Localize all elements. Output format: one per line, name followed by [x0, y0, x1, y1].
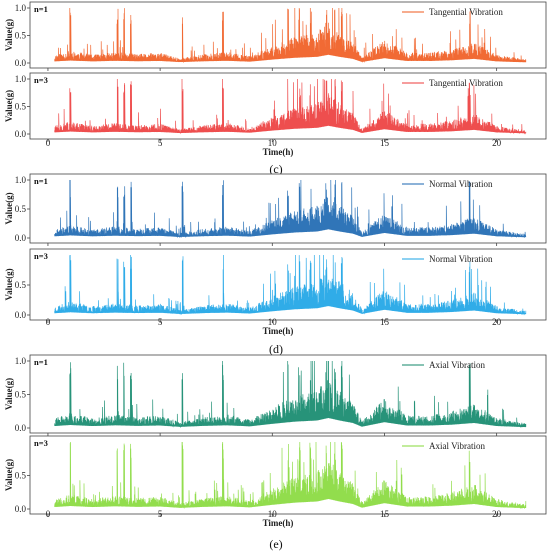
x-tick-label: 5	[158, 317, 163, 327]
legend-label: Normal Vibration	[429, 179, 493, 189]
n-label: n=3	[34, 75, 48, 85]
x-axis-label: Time(h)	[263, 326, 294, 336]
y-axis-label: Value(g)	[4, 459, 14, 491]
y-axis-label: Value(g)	[4, 90, 14, 122]
y-tick-label: 0.0	[15, 504, 27, 514]
x-tick-label: 10	[268, 138, 278, 148]
y-tick-label: 1.0	[15, 356, 27, 366]
x-axis-label: Time(h)	[263, 518, 294, 528]
y-tick-label: 0.5	[15, 31, 27, 41]
y-axis-label: Value(g)	[4, 378, 14, 410]
y-tick-label: 0.5	[15, 471, 27, 481]
y-tick-label: 0.0	[15, 310, 27, 320]
x-tick-label: 15	[380, 138, 390, 148]
x-tick-label: 15	[380, 509, 390, 519]
n-label: n=1	[34, 4, 48, 14]
x-tick-label: 0	[46, 317, 51, 327]
vibration-series-line	[54, 441, 527, 510]
vibration-series-line	[54, 7, 527, 64]
y-axis-label: Value(g)	[4, 268, 14, 300]
legend-label: Tangential Vibration	[429, 7, 503, 17]
y-axis-label: Value(g)	[4, 19, 14, 51]
x-tick-label: 0	[46, 509, 51, 519]
y-tick-label: 0.5	[15, 204, 27, 214]
panel-caption: (c)	[269, 162, 282, 176]
subplot-2-0: 0.0 0.5 1.0 Value(g) n=1 Axial Vibration	[4, 354, 547, 436]
x-tick-label: 15	[380, 317, 390, 327]
vibration-series-line	[54, 78, 527, 135]
legend-label: Normal Vibration	[429, 254, 493, 264]
y-axis-label: Value(g)	[4, 192, 14, 224]
x-tick-label: 5	[158, 138, 163, 148]
y-tick-label: 1.0	[15, 3, 27, 13]
y-tick-label: 0.0	[15, 423, 27, 433]
y-tick-label: 0.5	[15, 390, 27, 400]
legend-label: Axial Vibration	[429, 441, 486, 451]
y-tick-label: 0.0	[15, 129, 27, 139]
y-tick-label: 1.0	[15, 74, 27, 84]
n-label: n=1	[34, 176, 48, 186]
vibration-series-line	[54, 179, 527, 239]
x-axis-label: Time(h)	[263, 147, 294, 157]
y-tick-label: 1.0	[15, 175, 27, 185]
y-tick-label: 0.5	[15, 102, 27, 112]
n-label: n=3	[34, 438, 48, 448]
legend-label: Axial Vibration	[429, 360, 486, 370]
n-label: n=1	[34, 357, 48, 367]
vibration-series-line	[54, 360, 527, 429]
y-tick-label: 0.0	[15, 58, 27, 68]
x-tick-label: 5	[158, 509, 163, 519]
panel-caption: (d)	[269, 342, 283, 356]
x-tick-label: 20	[492, 138, 502, 148]
x-tick-label: 10	[268, 509, 278, 519]
y-tick-label: 0.0	[15, 233, 27, 243]
vibration-series-line	[54, 254, 527, 316]
x-tick-label: 20	[492, 509, 502, 519]
legend-label: Tangential Vibration	[429, 78, 503, 88]
y-tick-label: 0.5	[15, 280, 27, 290]
n-label: n=3	[34, 251, 48, 261]
panel-caption: (e)	[269, 537, 282, 551]
x-tick-label: 10	[268, 317, 278, 327]
x-tick-label: 20	[492, 317, 502, 327]
x-tick-label: 0	[46, 138, 51, 148]
